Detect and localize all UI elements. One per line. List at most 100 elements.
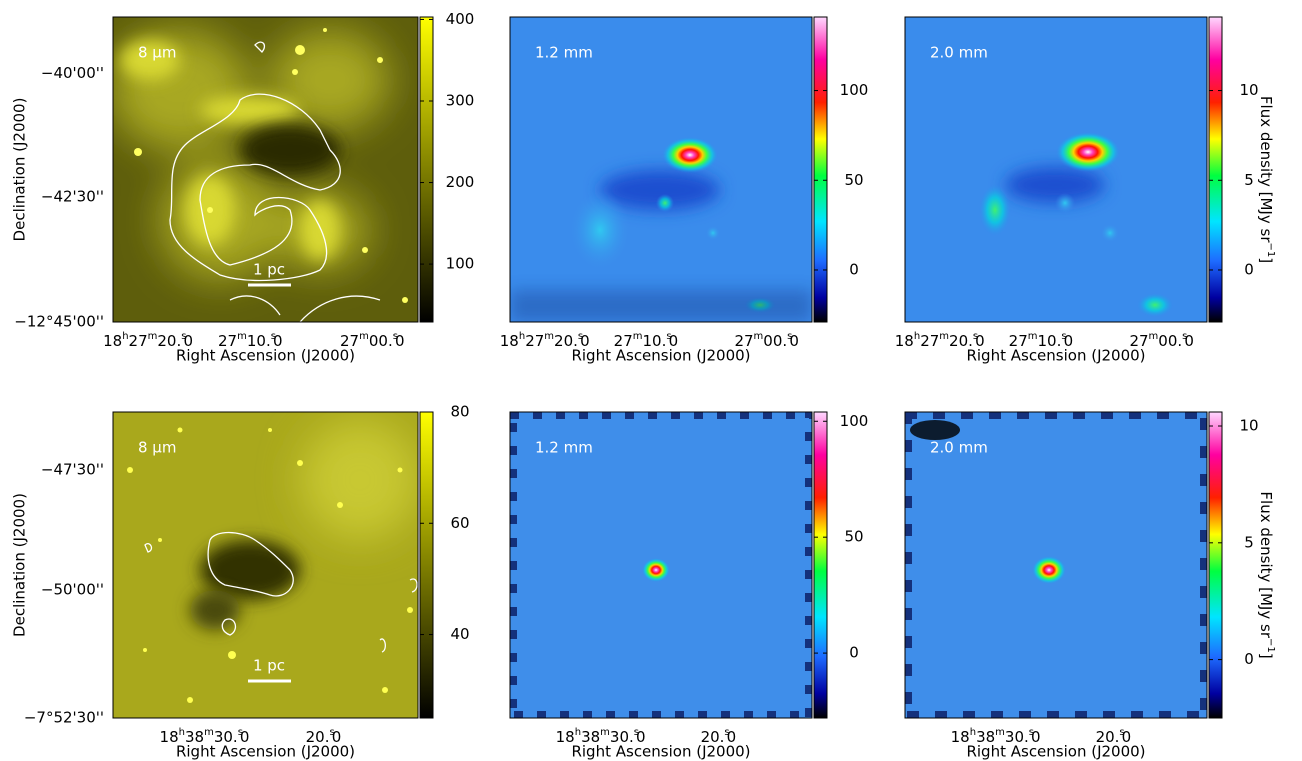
ra-tick-part: m <box>148 331 158 342</box>
image-8um-b <box>113 412 418 718</box>
ra-tick-part: 0 <box>1031 728 1041 746</box>
x-axis-label: Right Ascension (J2000) <box>966 347 1145 365</box>
colorbar-label: Flux density [MJy sr−1] <box>1258 96 1277 263</box>
ra-tick-part: s <box>1061 331 1066 342</box>
ra-tick-part: m <box>237 331 247 342</box>
ra-tick-part: 20. <box>701 728 725 746</box>
ra-tick-label: 27m00.s0 <box>340 331 404 350</box>
ra-tick-part: 27 <box>340 332 359 350</box>
dec-tick-label: −50'00'' <box>41 581 104 599</box>
ra-tick-part: 38 <box>581 728 600 746</box>
colorbar-tick-label: 400 <box>446 10 475 28</box>
ra-tick-part: s <box>1182 331 1187 342</box>
x-axis-label: Right Ascension (J2000) <box>176 347 355 365</box>
colorbar <box>1208 16 1223 323</box>
colorbar-tick-label: 0 <box>849 260 859 278</box>
ra-tick-part: 0 <box>789 332 799 350</box>
panel-label: 1.2 mm <box>535 439 593 457</box>
ra-tick-label: 20.s0 <box>701 727 737 746</box>
panel-frame <box>904 411 1208 719</box>
ra-tick-label: 18h38m30.s0 <box>556 727 646 746</box>
ra-tick-part: 0 <box>332 728 342 746</box>
ra-tick-part: 0 <box>1122 728 1132 746</box>
ra-tick-part: 27 <box>920 332 939 350</box>
panel-frame <box>112 411 419 719</box>
ra-tick-part: 20. <box>949 332 973 350</box>
colorbar-tick-label: 50 <box>844 528 863 546</box>
ra-tick-label: 20.s0 <box>1096 727 1132 746</box>
ra-tick-part: h <box>122 331 128 342</box>
ra-tick-part: 0 <box>669 332 679 350</box>
ra-tick-part: s <box>1029 727 1034 738</box>
ra-tick-part: 18 <box>103 332 122 350</box>
colorbar-tick-label: 100 <box>446 255 475 273</box>
colorbar-label-text: Flux density [MJy sr <box>1258 96 1276 243</box>
ra-tick-part: 0 <box>636 728 646 746</box>
colorbar <box>813 411 828 719</box>
panel-label: 1.2 mm <box>535 44 593 62</box>
colorbar <box>1208 411 1223 719</box>
ra-tick-part: 18 <box>895 332 914 350</box>
ra-tick-part: 27 <box>734 332 753 350</box>
ra-tick-part: 27 <box>614 332 633 350</box>
colorbar <box>813 16 828 323</box>
ra-tick-part: 00. <box>1158 332 1182 350</box>
colorbar-tick-label: 100 <box>840 412 869 430</box>
dec-tick-label: −7°52'30'' <box>24 709 104 727</box>
ra-tick-part: s <box>393 331 398 342</box>
ra-tick-part: 20. <box>1096 728 1120 746</box>
ra-tick-part: h <box>914 331 920 342</box>
ra-tick-part: s <box>271 331 276 342</box>
colorbar-tick-label: 5 <box>1244 171 1254 189</box>
ra-tick-part: m <box>1028 331 1038 342</box>
colorbar <box>419 16 434 323</box>
ra-tick-label: 18h27m20.s0 <box>500 331 590 350</box>
panel-label: 8 μm <box>138 44 176 62</box>
colorbar-label-text: Flux density [MJy sr <box>1258 491 1276 638</box>
ra-tick-part: 18 <box>500 332 519 350</box>
ra-tick-part: 30. <box>214 728 238 746</box>
ra-tick-label: 27m00.s0 <box>1129 331 1193 350</box>
ra-tick-label: 27m00.s0 <box>734 331 798 350</box>
ra-tick-part: 0 <box>1064 332 1074 350</box>
colorbar-label-end: ] <box>1258 257 1276 263</box>
ra-tick-part: s <box>238 727 243 738</box>
ra-tick-part: 27 <box>525 332 544 350</box>
ra-tick-part: 00. <box>763 332 787 350</box>
x-axis-label: Right Ascension (J2000) <box>966 743 1145 761</box>
ra-tick-label: 18h38m30.s0 <box>951 727 1041 746</box>
x-axis-label: Right Ascension (J2000) <box>571 743 750 761</box>
ra-tick-part: 20. <box>157 332 181 350</box>
ra-tick-part: h <box>970 727 976 738</box>
x-axis-label: Right Ascension (J2000) <box>176 743 355 761</box>
ra-tick-part: s <box>578 331 583 342</box>
ra-tick-part: m <box>204 727 214 738</box>
ra-tick-part: s <box>787 331 792 342</box>
colorbar-tick-label: 50 <box>844 171 863 189</box>
ra-tick-part: 0 <box>240 728 250 746</box>
ra-tick-label: 18h27m20.s0 <box>895 331 985 350</box>
colorbar-label-end: ] <box>1258 653 1276 659</box>
colorbar-label-sup: −1 <box>1266 242 1277 257</box>
dec-tick-label: −47'30'' <box>41 461 104 479</box>
ra-tick-part: 0 <box>975 332 985 350</box>
ra-tick-part: 20. <box>554 332 578 350</box>
ra-tick-part: 0 <box>580 332 590 350</box>
ra-tick-part: 18 <box>556 728 575 746</box>
ra-tick-part: 0 <box>395 332 405 350</box>
colorbar-tick-label: 200 <box>446 173 475 191</box>
ra-tick-part: m <box>633 331 643 342</box>
colorbar-label: Flux density [MJy sr−1] <box>1258 491 1277 658</box>
colorbar-tick-label: 40 <box>450 625 469 643</box>
ra-tick-part: 0 <box>273 332 283 350</box>
ra-tick-part: 18 <box>951 728 970 746</box>
ra-tick-part: m <box>939 331 949 342</box>
ra-tick-part: s <box>181 331 186 342</box>
image-12mm-a <box>510 17 812 322</box>
ra-tick-part: 10. <box>1038 332 1062 350</box>
colorbar-tick-label: 100 <box>840 81 869 99</box>
ra-tick-part: 20. <box>306 728 330 746</box>
panel-label: 8 μm <box>138 439 176 457</box>
ra-tick-part: m <box>600 727 610 738</box>
